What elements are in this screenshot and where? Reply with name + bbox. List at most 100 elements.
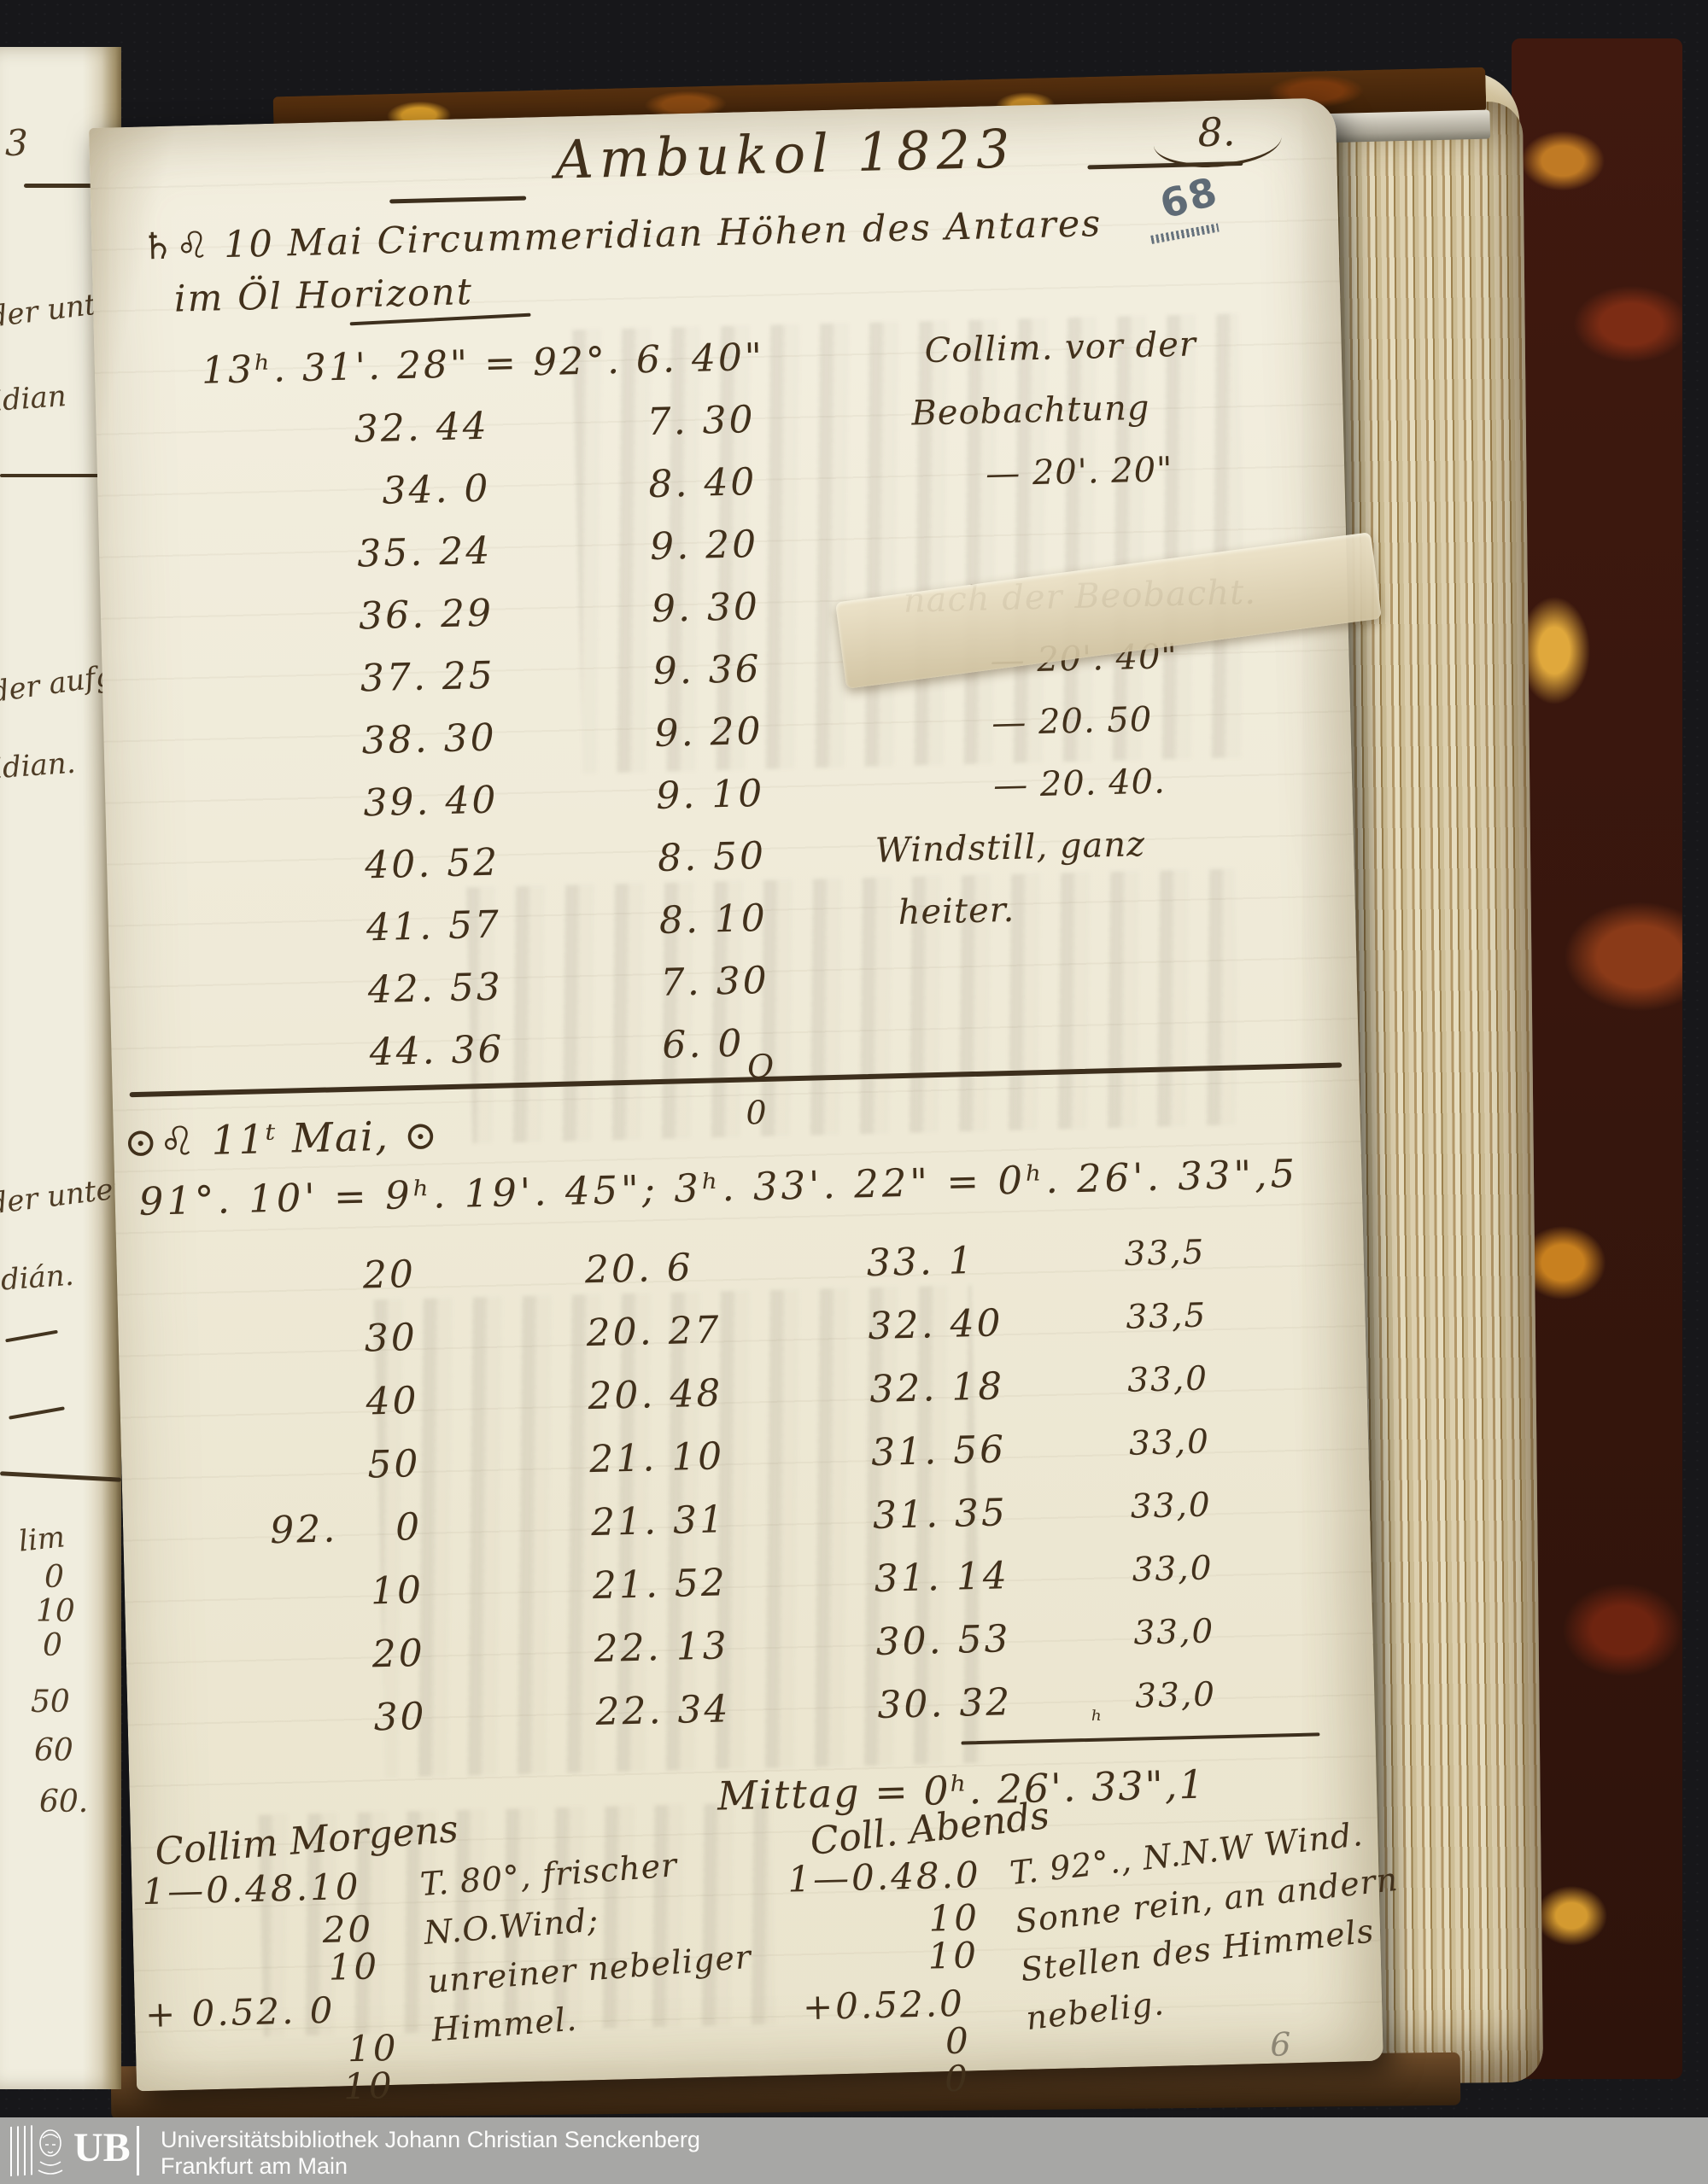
ub-logo-divider: [137, 2126, 139, 2175]
second-time: 31. 14: [874, 1554, 1010, 1602]
obs-altitude: 9. 36: [652, 646, 763, 694]
reduced-value: 33,0: [1126, 1359, 1209, 1400]
weather-note-evening: T. 92°., N.N.W Wind. Sonne rein, an ande…: [1008, 1807, 1412, 2043]
left-fragment: idián.: [0, 1258, 75, 1299]
manuscript-page: Ambukol 1823 8. 68 ♄♌ 10 Mai Circummerid…: [89, 97, 1400, 2107]
arc-reading: 30: [364, 1316, 418, 1361]
obs-altitude: 8. 10: [658, 896, 769, 943]
arc-reading: 30: [372, 1694, 428, 1740]
reduced-value: 33,5: [1125, 1296, 1208, 1337]
obs-note: Windstill, ganz: [874, 825, 1146, 871]
left-flourish: [5, 1329, 58, 1343]
left-rule: [0, 474, 121, 477]
obs-time: 34. 0: [381, 466, 492, 513]
obs-altitude: 7. 30: [660, 958, 770, 1005]
obs-note: heiter.: [898, 890, 1015, 933]
left-fragment: 60.: [39, 1784, 89, 1819]
clock-time: 21. 10: [588, 1434, 725, 1482]
second-time: 32. 40: [867, 1301, 1004, 1349]
library-city: Frankfurt am Main: [161, 2153, 348, 2179]
ub-logo-text: UB: [73, 2125, 131, 2170]
collimation-value: 10: [328, 1945, 380, 1988]
obs-altitude: 9. 30: [651, 584, 761, 632]
folio-flourish: [1153, 124, 1283, 169]
section1-subheader: im Öl Horizont: [173, 271, 474, 321]
section1-header: ♄♌ 10 Mai Circummeridian Höhen des Antar…: [140, 202, 1103, 269]
reduced-value: 33,0: [1132, 1612, 1215, 1653]
left-fragment: 3: [5, 122, 28, 164]
collimation-value: + 0.52. 0: [144, 1988, 336, 2036]
obs-altitude: 8. 50: [657, 833, 767, 880]
second-time: 30. 32: [876, 1680, 1013, 1727]
library-name-block: Universitätsbibliothek Johann Christian …: [161, 2127, 700, 2180]
left-rule: [24, 184, 109, 188]
obs-time-eq-alt: 13ʰ. 31'. 28" = 92°. 6. 40": [201, 335, 765, 393]
second-time: 33. 1: [866, 1239, 976, 1286]
obs-time: 37. 25: [360, 653, 496, 701]
obs-note: — 20'. 20": [985, 450, 1174, 494]
obs-time: 40. 52: [364, 840, 500, 888]
library-name: Universitätsbibliothek Johann Christian …: [161, 2127, 700, 2152]
arc-reading: 40: [365, 1379, 420, 1424]
collimation-value: 10: [927, 1934, 980, 1977]
collimation-value: 1—0.48.0: [787, 1854, 982, 1901]
left-fragment: 0: [44, 1560, 64, 1595]
clock-time: 22. 34: [594, 1687, 732, 1735]
sun-lower-limb-mark: 0: [745, 1093, 768, 1132]
obs-altitude: 8. 40: [647, 460, 757, 507]
clock-time: 21. 52: [592, 1561, 728, 1609]
obs-time: 38. 30: [361, 715, 498, 763]
obs-time: 42. 53: [367, 965, 504, 1013]
collimation-value: 1—0.48.10: [141, 1865, 362, 1913]
collimation-value: 10: [342, 2064, 395, 2108]
section2-header: ⊙♌ 11ᵗ Mai, ⊙: [123, 1112, 440, 1167]
library-stamp-number: 68: [1155, 167, 1224, 228]
left-fragment: idian.: [0, 745, 77, 786]
library-watermark-bar: UB Universitätsbibliothek Johann Christi…: [0, 2117, 1708, 2184]
left-fragment: 0: [43, 1628, 62, 1663]
obs-note: — 20. 50: [991, 699, 1153, 744]
left-fragment: 10: [36, 1594, 75, 1629]
arc-reading: 50: [366, 1441, 421, 1487]
reduced-value: 33,0: [1130, 1486, 1213, 1527]
clock-time: 21. 31: [590, 1498, 727, 1545]
marbled-cover-edge: [1512, 38, 1682, 2079]
collimation-value: 0: [945, 2019, 972, 2063]
left-flourish: [9, 1406, 65, 1420]
obs-time: 41. 57: [366, 902, 502, 950]
reduced-value: 33,5: [1124, 1233, 1206, 1274]
collimation-value: 10: [347, 2026, 400, 2070]
obs-note: Beobachtung: [910, 388, 1150, 434]
weather-note-morning: T. 80°, frischer N.O.Wind; unreiner nebe…: [418, 1836, 757, 2054]
ub-logo-pages-icon: [10, 2124, 36, 2177]
left-fragment: 50: [31, 1685, 70, 1720]
obs-time: 36. 29: [358, 591, 494, 639]
obs-time: 39. 40: [362, 778, 499, 826]
collimation-value: 20: [322, 1907, 374, 1951]
second-time: 32. 18: [869, 1364, 1005, 1412]
obs-time: 35. 24: [356, 528, 493, 576]
arc-reading: 10: [370, 1568, 424, 1614]
noon-hour-sup: ʰ: [1091, 1705, 1103, 1736]
page-title: Ambukol 1823: [554, 117, 1017, 191]
second-time: 30. 53: [874, 1617, 1012, 1665]
obs-altitude: 9. 20: [649, 522, 759, 569]
left-fragment: der untergeh: [0, 1164, 121, 1222]
obs-altitude: 7. 30: [646, 398, 757, 445]
obs-altitude: 9. 20: [653, 709, 764, 756]
obs-time: 44. 36: [368, 1027, 506, 1075]
collimation-value: 0: [944, 2057, 971, 2100]
reduced-value: 33,0: [1128, 1422, 1211, 1463]
obs-altitude: 6. 0: [661, 1021, 746, 1067]
collimation-value: 10: [927, 1896, 980, 1940]
obs-note: Collim. vor der: [924, 324, 1197, 371]
reduced-value: 33,0: [1132, 1549, 1214, 1590]
clock-time: 20. 27: [586, 1308, 722, 1356]
left-fragment: 60: [34, 1733, 73, 1768]
clock-time: 22. 13: [594, 1624, 730, 1672]
collimation-value: +0.52.0: [802, 1982, 966, 2029]
obs-altitude: 9. 10: [655, 771, 765, 818]
second-time: 31. 35: [872, 1491, 1009, 1539]
clock-time: 20. 6: [584, 1246, 694, 1293]
